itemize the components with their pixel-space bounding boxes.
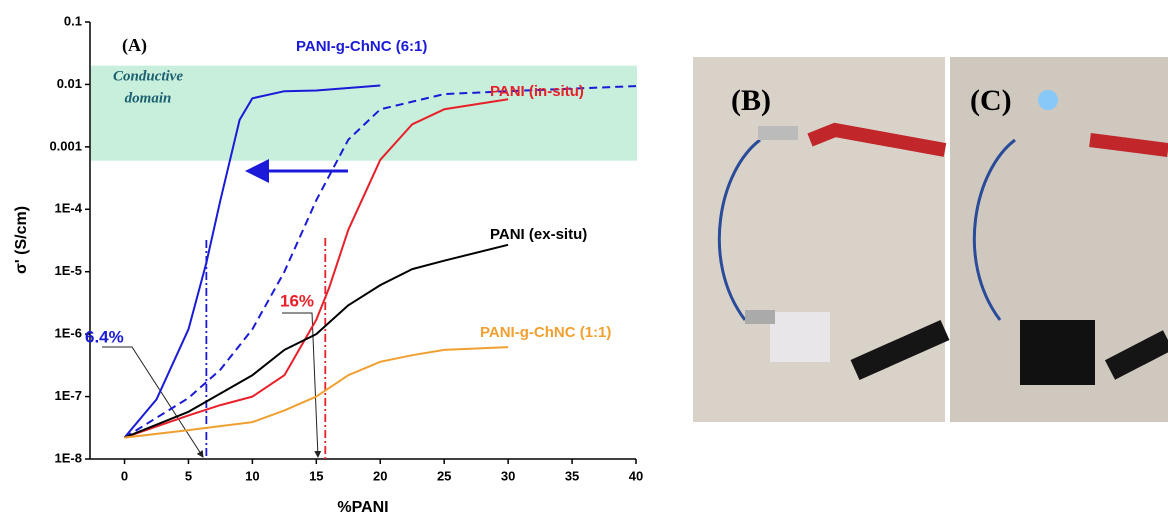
photo-c	[950, 57, 1168, 422]
series-label: PANI (ex-situ)	[490, 226, 587, 243]
y-tick-label: 0.001	[49, 138, 82, 153]
x-tick-label: 30	[501, 468, 515, 483]
photo-b	[693, 57, 950, 422]
series-line	[124, 346, 509, 439]
y-tick-label: 1E-4	[55, 201, 83, 216]
x-tick-label: 15	[309, 468, 323, 483]
photo-label: (B)	[731, 84, 771, 117]
x-tick-label: 10	[245, 468, 259, 483]
series-line	[124, 243, 509, 439]
marker-leader	[102, 346, 204, 458]
y-tick-label: 1E-8	[55, 450, 82, 465]
series-label: PANI-g-ChNC (1:1)	[480, 324, 611, 341]
region-label: Conductive	[113, 68, 183, 84]
panel-label: (A)	[122, 35, 147, 56]
marker-label: 16%	[280, 291, 314, 310]
conductive-region	[91, 65, 637, 161]
photo-label: (C)	[970, 84, 1012, 117]
y-tick-label: 1E-7	[55, 388, 82, 403]
marker-leader	[282, 312, 322, 458]
series-label: PANI (in-situ)	[490, 83, 584, 100]
y-axis-title: σ' (S/cm)	[13, 206, 30, 274]
y-tick-label: 1E-5	[55, 263, 82, 278]
series-line	[124, 98, 509, 439]
x-tick-label: 0	[121, 468, 128, 483]
x-tick-label: 20	[373, 468, 387, 483]
region-label: domain	[125, 90, 172, 106]
y-tick-label: 0.1	[64, 13, 82, 28]
series-line	[123, 85, 637, 439]
marker-label: 6.4%	[85, 327, 124, 346]
series-label: PANI-g-ChNC (6:1)	[296, 38, 427, 55]
x-tick-label: 5	[185, 468, 192, 483]
x-tick-label: 35	[565, 468, 579, 483]
series-line	[123, 84, 381, 439]
x-axis-title: %PANI	[337, 499, 388, 516]
y-tick-label: 0.01	[57, 76, 82, 91]
x-tick-label: 25	[437, 468, 451, 483]
x-tick-label: 40	[629, 468, 643, 483]
y-tick-label: 1E-6	[55, 326, 82, 341]
